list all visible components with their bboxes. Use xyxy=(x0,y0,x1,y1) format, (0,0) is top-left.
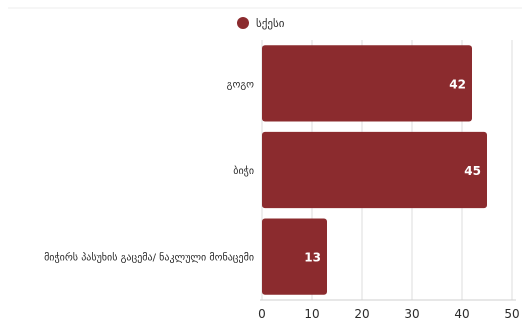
x-tick-label: 0 xyxy=(258,307,266,321)
category-label: გოგო xyxy=(227,79,254,90)
category-label: მიჭირს პასუხის გაცემა/ ნაკლული მონაცემი xyxy=(44,252,254,264)
x-tick-label: 30 xyxy=(404,307,419,321)
bar xyxy=(262,45,472,122)
legend-label: სქესი xyxy=(256,17,285,30)
x-tick-label: 50 xyxy=(504,307,519,321)
category-labels: გოგო ბიჭი მიჭირს პასუხის გაცემა/ ნაკლული მ… xyxy=(44,79,254,263)
x-tick-label: 20 xyxy=(354,307,369,321)
bar-value-label: 13 xyxy=(304,251,321,265)
legend-swatch xyxy=(237,17,249,29)
value-labels: 42 45 13 xyxy=(304,77,481,264)
x-axis-tick-labels: 0 10 20 30 40 50 xyxy=(258,307,519,321)
bar-value-label: 42 xyxy=(449,77,466,91)
bar xyxy=(262,218,327,295)
x-tick-label: 40 xyxy=(454,307,469,321)
bar-value-label: 45 xyxy=(464,164,481,178)
legend: სქესი xyxy=(237,17,285,30)
category-label: ბიჭი xyxy=(233,165,254,177)
bars xyxy=(262,45,487,295)
bar xyxy=(262,131,487,209)
x-tick-label: 10 xyxy=(304,307,319,321)
